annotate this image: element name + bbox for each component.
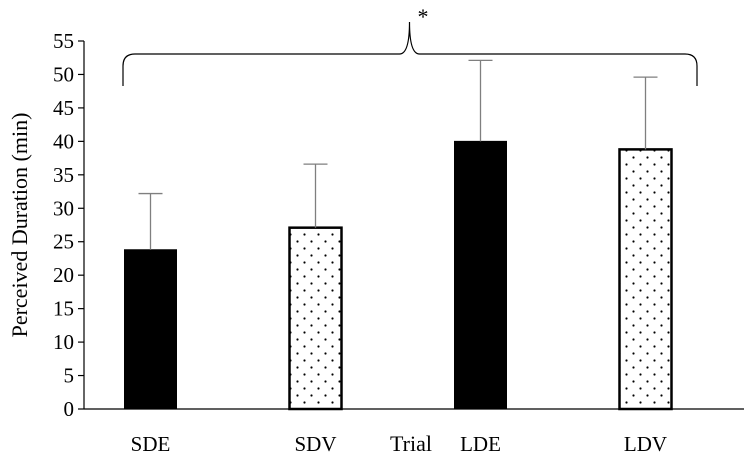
y-tick-label: 30 bbox=[53, 196, 74, 220]
significance-annotation: * bbox=[122, 4, 698, 86]
y-tick-label: 50 bbox=[53, 62, 74, 86]
y-axis: 0 5 10 15 20 25 30 35 40 45 50 55 bbox=[53, 29, 85, 421]
bar-sdv bbox=[288, 226, 343, 411]
y-tick-label: 5 bbox=[64, 364, 75, 388]
y-tick-label: 15 bbox=[53, 297, 74, 321]
bar-ldv bbox=[618, 148, 673, 411]
y-axis-title: Perceived Duration (min) bbox=[7, 113, 32, 338]
x-axis-title: Trial bbox=[390, 431, 432, 456]
y-tick-label: 25 bbox=[53, 230, 74, 254]
y-tick-label: 20 bbox=[53, 263, 74, 287]
x-tick-label: LDV bbox=[624, 432, 667, 456]
significance-star: * bbox=[418, 4, 429, 29]
bars bbox=[124, 140, 673, 411]
x-tick-label: LDE bbox=[460, 432, 501, 456]
y-tick-label: 55 bbox=[53, 29, 74, 53]
y-tick-label: 45 bbox=[53, 96, 74, 120]
y-tick-label: 10 bbox=[53, 330, 74, 354]
x-tick-label: SDE bbox=[131, 432, 171, 456]
error-bars bbox=[138, 59, 658, 250]
y-tick-label: 0 bbox=[64, 397, 75, 421]
x-tick-label: SDV bbox=[294, 432, 336, 456]
bar-sde bbox=[124, 249, 177, 410]
bar-lde bbox=[454, 140, 507, 410]
y-tick-label: 40 bbox=[53, 129, 74, 153]
significance-brace bbox=[122, 21, 698, 86]
y-tick-label: 35 bbox=[53, 163, 74, 187]
